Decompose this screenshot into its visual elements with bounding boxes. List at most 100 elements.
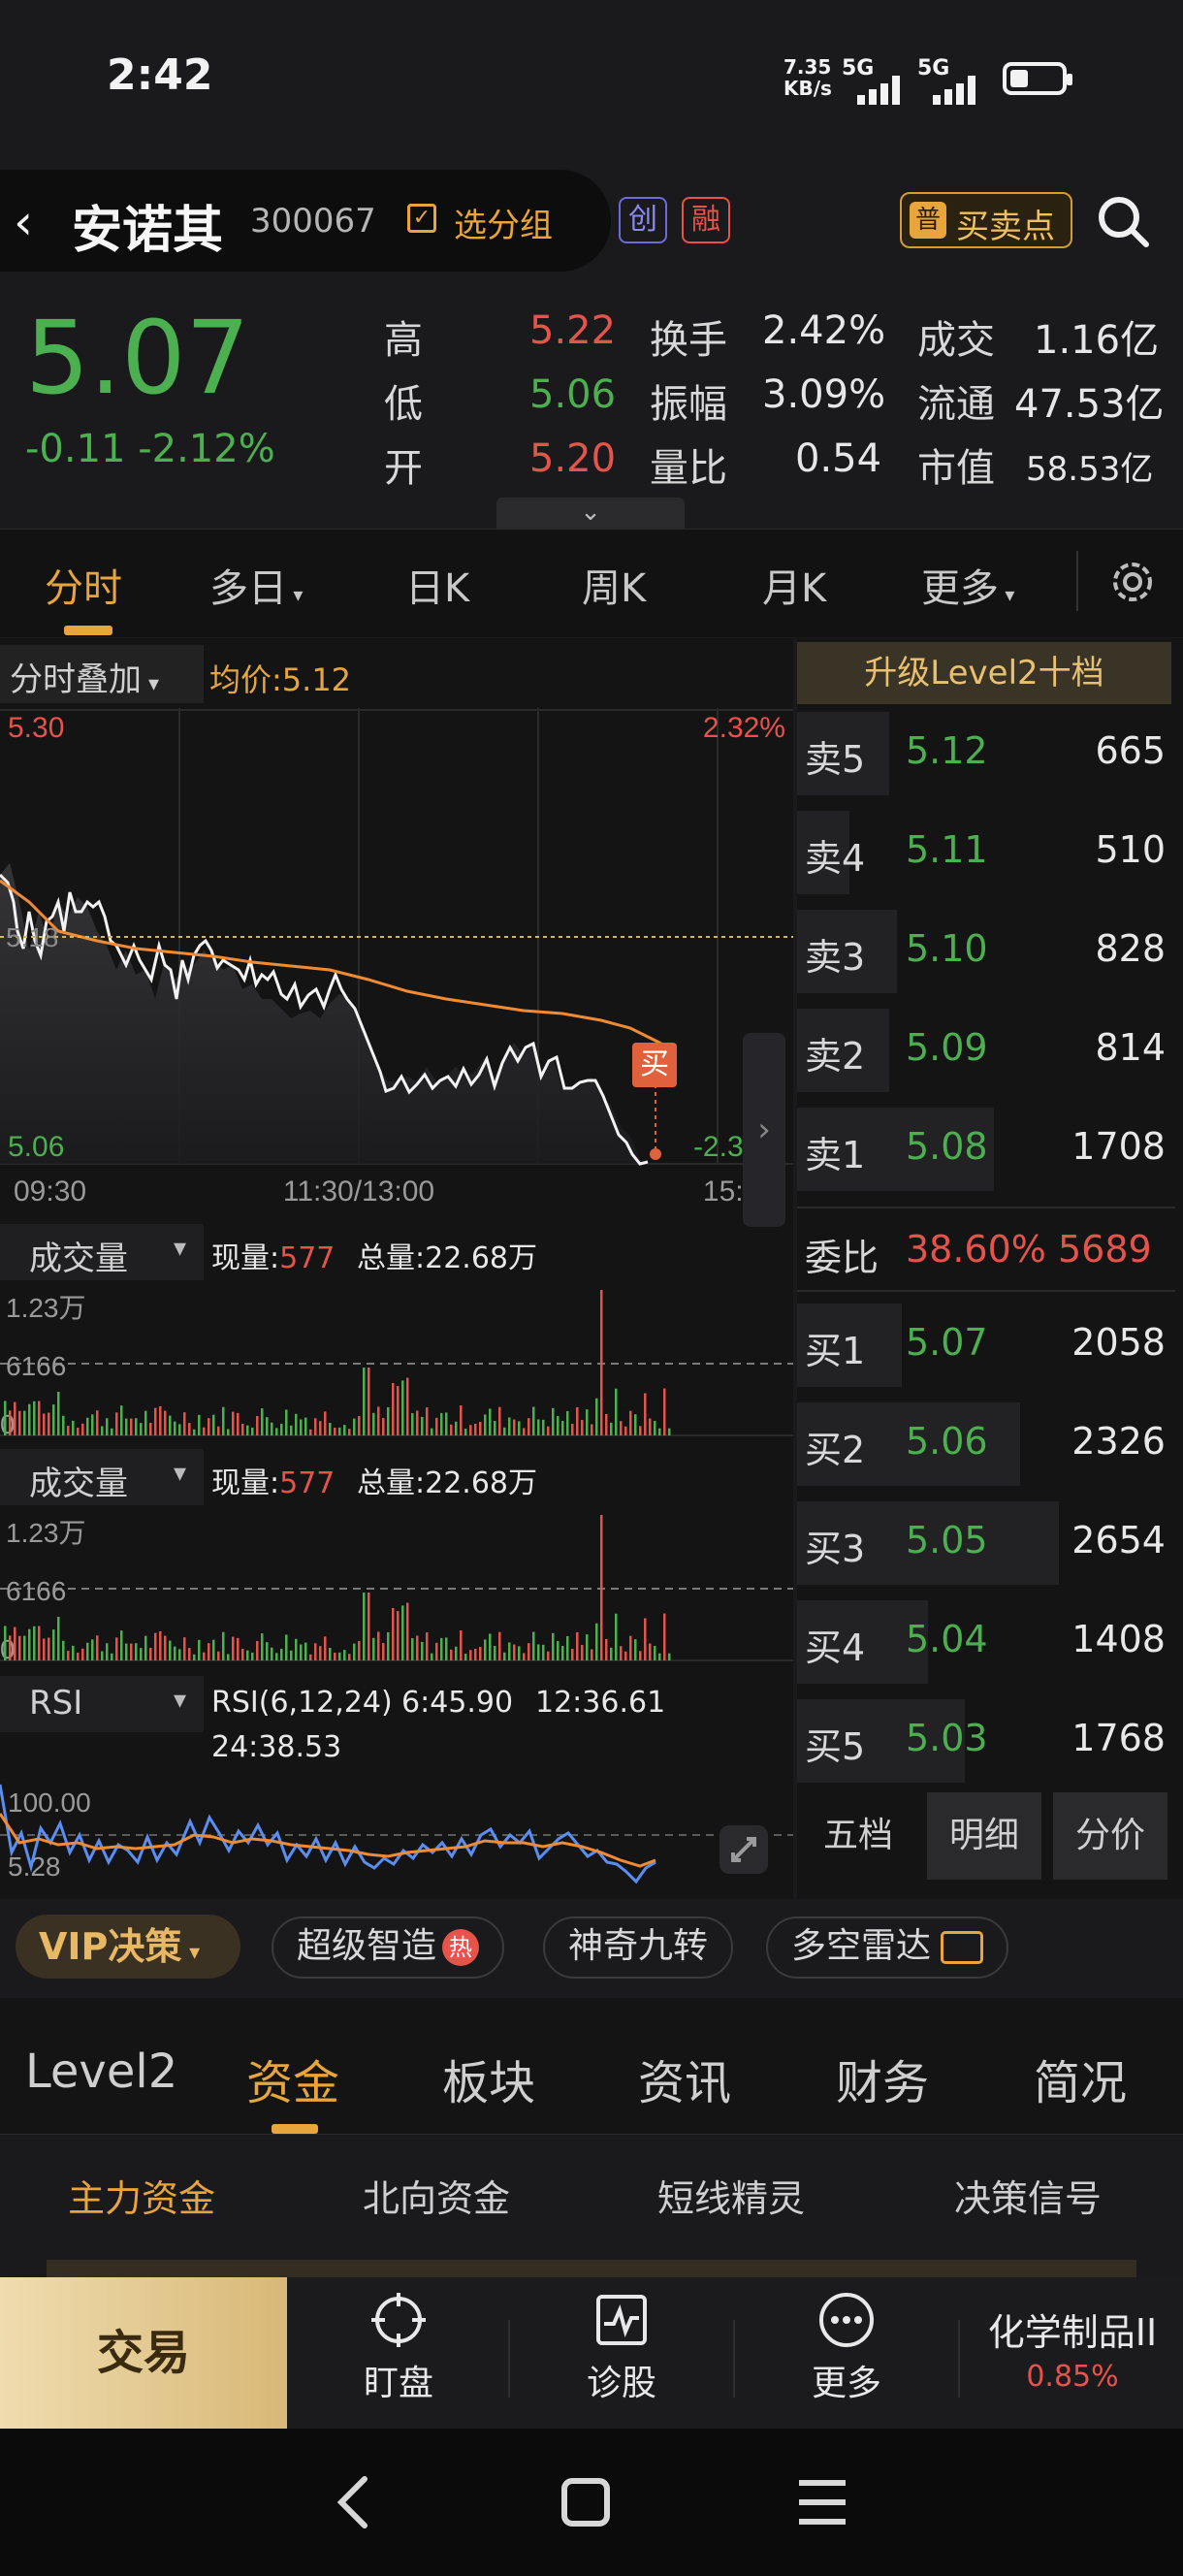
tab-news[interactable]: 资讯	[638, 2056, 732, 2110]
volume-bar	[4, 1401, 7, 1435]
rsi12-value: 12:36.61	[535, 1686, 666, 1720]
quote-value: 5.22	[529, 308, 617, 353]
volume-bar	[431, 1428, 433, 1435]
rsi-params: RSI(6,12,24)	[211, 1686, 393, 1720]
network-speed: 7.35 KB/s	[783, 55, 832, 100]
volume-bar	[217, 1426, 220, 1435]
divider	[797, 1207, 1175, 1208]
chinext-tag: 创	[619, 197, 667, 243]
tab-level2[interactable]: Level2	[25, 2045, 178, 2099]
volume-bar	[455, 1646, 458, 1660]
tab-funds[interactable]: 资金	[246, 2056, 340, 2110]
y-axis-mid: 5.18	[6, 922, 59, 952]
volume-bar	[561, 1421, 564, 1435]
volume-bar	[484, 1414, 487, 1435]
volume-bar	[566, 1410, 569, 1435]
volume-bar	[484, 1639, 487, 1660]
volume-bar	[566, 1635, 569, 1660]
tab-financials[interactable]: 财务	[836, 2056, 930, 2110]
tab-daily-k[interactable]: 日K	[405, 566, 470, 611]
volume-bar	[135, 1418, 138, 1435]
total-volume: 总量:22.68万	[357, 1241, 537, 1275]
volume-bar	[256, 1416, 259, 1435]
rsi-axis-top: 100.00	[8, 1787, 91, 1818]
fullscreen-icon[interactable]	[718, 1823, 770, 1876]
tab-intraday[interactable]: 分时	[45, 566, 122, 611]
volume-bar	[610, 1422, 613, 1435]
quote-value: 3.09%	[762, 372, 886, 417]
indicator-select[interactable]: RSI ▾	[0, 1676, 204, 1732]
volume-bar	[106, 1643, 109, 1660]
diagnose-button[interactable]: 诊股	[559, 2291, 685, 2405]
tab-sectors[interactable]: 板块	[442, 2056, 536, 2110]
select-group-button[interactable]: 选分组	[454, 207, 553, 245]
tab-profile[interactable]: 简况	[1034, 2056, 1128, 2110]
bull-bear-radar-button[interactable]: 多空雷达	[766, 1916, 1009, 1979]
volume-bar	[241, 1649, 244, 1660]
volume-bar	[421, 1641, 424, 1660]
indicator-select[interactable]: 成交量 ▾	[0, 1449, 204, 1505]
watch-button[interactable]: 盯盘	[336, 2291, 462, 2405]
tab-monthly-k[interactable]: 月K	[762, 566, 827, 611]
volume-bar	[115, 1412, 118, 1435]
sector-button[interactable]: 化学制品II 0.85%	[987, 2311, 1158, 2394]
expand-chevron-icon[interactable]: ⌄	[496, 498, 685, 529]
super-manufacturing-button[interactable]: 超级智造热	[272, 1916, 505, 1979]
volume-axis-zero: 0	[0, 1409, 16, 1437]
volume-bar	[319, 1421, 322, 1435]
volume-bar	[178, 1649, 181, 1660]
volume-bar	[314, 1643, 317, 1660]
price-change: -0.11 -2.12%	[25, 427, 275, 471]
volume-bar	[600, 1290, 603, 1435]
volume-bar	[324, 1636, 327, 1660]
volume-bar	[591, 1424, 593, 1435]
tab-five-levels[interactable]: 五档	[822, 1816, 893, 1855]
volume-bar	[212, 1639, 215, 1660]
volume-bar	[120, 1405, 123, 1435]
home-nav-icon[interactable]	[559, 2475, 613, 2529]
tab-decision-signal[interactable]: 决策信号	[954, 2177, 1103, 2220]
order-ratio: 委比 38.60% 5689	[805, 1228, 1152, 1279]
buy-signal-marker[interactable]: 买	[632, 1043, 677, 1087]
volume-bar	[474, 1648, 477, 1660]
overlay-select[interactable]: 分时叠加 ▾	[0, 645, 204, 703]
tab-multiday[interactable]: 多日 ▾	[209, 566, 304, 611]
back-nav-icon[interactable]	[330, 2473, 378, 2531]
volume-bar	[130, 1418, 133, 1435]
volume-bar	[280, 1649, 283, 1660]
tab-details[interactable]: 明细	[927, 1792, 1041, 1880]
back-arrow-icon[interactable]: ‹	[14, 194, 33, 250]
volume-bar	[164, 1410, 167, 1435]
volume-bar	[363, 1368, 366, 1435]
volume-bar	[159, 1630, 162, 1660]
volume-bar	[532, 1631, 535, 1660]
magic-nine-button[interactable]: 神奇九转	[543, 1916, 734, 1979]
volume-bar	[72, 1645, 75, 1660]
tab-short-term-sprite[interactable]: 短线精灵	[657, 2177, 806, 2220]
more-button[interactable]: 更多	[783, 2291, 910, 2405]
menu-nav-icon[interactable]	[795, 2477, 849, 2528]
tab-weekly-k[interactable]: 周K	[582, 566, 647, 611]
indicator-select[interactable]: 成交量 ▾	[0, 1224, 204, 1280]
volume-bar	[266, 1417, 269, 1435]
gear-icon[interactable]	[1105, 555, 1160, 609]
y-axis-high: 5.30	[8, 712, 64, 744]
expand-panel-chevron-icon[interactable]: ›	[743, 1033, 785, 1227]
tab-northbound-funds[interactable]: 北向资金	[363, 2177, 511, 2220]
tab-main-funds[interactable]: 主力资金	[68, 2177, 216, 2220]
intraday-chart[interactable]: 5.30 2.32% 5.18 5.06 -2.32% 09:30 11:30/…	[0, 708, 793, 1222]
buy-sell-points-button[interactable]: 普买卖点	[900, 192, 1072, 248]
signal-icon	[857, 76, 904, 114]
system-nav-bar	[0, 2429, 1183, 2576]
volume-bar	[9, 1410, 12, 1435]
tab-more[interactable]: 更多 ▾	[921, 566, 1015, 611]
trade-button[interactable]: 交易	[0, 2277, 287, 2429]
volume-panel-header: 成交量 ▾ 现量:577 总量:22.68万	[0, 1224, 793, 1282]
volume-bar	[67, 1426, 70, 1435]
search-icon[interactable]	[1092, 190, 1154, 252]
tab-price-split[interactable]: 分价	[1053, 1792, 1167, 1880]
bid-row: 买4 5.04 1408	[797, 1593, 1175, 1691]
checkbox-icon[interactable]: ✓	[407, 204, 436, 233]
upgrade-level2-button[interactable]: 升级Level2十档	[797, 642, 1171, 704]
vip-decision-button[interactable]: VIP决策 ▾	[16, 1915, 240, 1979]
